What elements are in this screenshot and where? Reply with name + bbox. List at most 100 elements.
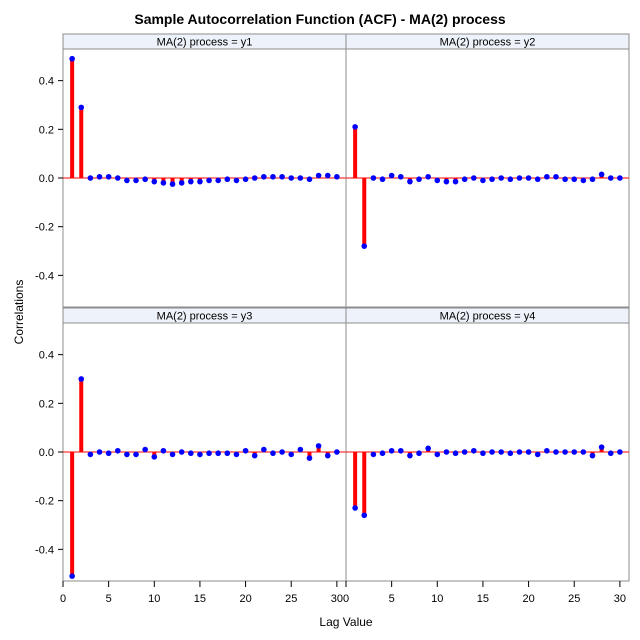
y-tick-label: -0.2 [35,496,54,508]
acf-marker [270,173,276,180]
acf-marker [452,450,459,457]
acf-marker [425,445,431,452]
acf-marker [397,447,404,454]
acf-marker [607,450,614,457]
acf-marker [388,447,395,454]
panel-strip-label: MA(2) process = y2 [440,37,536,49]
acf-marker [142,446,148,453]
acf-marker [178,449,185,455]
y-tick-label: 0.4 [39,76,54,88]
acf-marker [471,447,477,454]
y-tick-label: 0.0 [39,173,54,185]
acf-marker [87,175,94,181]
acf-marker [334,173,340,180]
panel-strip-label: MA(2) process = y4 [440,311,536,323]
acf-marker [498,449,504,455]
y-tick-label: 0.2 [39,124,54,136]
acf-marker [607,175,614,181]
acf-marker [434,451,441,458]
acf-marker [562,449,568,455]
acf-marker [489,176,495,183]
acf-marker [306,455,313,461]
acf-marker [188,450,194,457]
acf-marker [270,450,276,457]
acf-marker [379,450,386,457]
panels-group: MA(2) process = y1 MA(2) process = y2 MA(2… [62,33,630,582]
acf-marker [224,176,231,183]
acf-marker [233,177,240,184]
panel-3: MA(2) process = y3 [62,307,347,582]
acf-marker [133,177,139,184]
acf-marker [151,454,158,460]
acf-marker [96,449,103,455]
acf-marker [352,124,358,130]
acf-marker [197,451,203,458]
acf-marker [315,443,322,449]
acf-marker [544,447,550,454]
acf-marker [498,175,504,181]
acf-marker [69,55,75,62]
acf-marker [105,173,112,180]
acf-marker [534,451,541,458]
acf-marker [215,177,221,184]
acf-marker [288,175,295,181]
acf-marker [324,172,331,179]
acf-marker [261,173,267,180]
acf-marker [215,450,221,457]
acf-marker [443,449,450,455]
x-tick-label: 15 [194,593,206,605]
acf-marker [589,452,596,459]
acf-marker [78,376,85,382]
acf-marker [124,177,130,184]
panel-2: MA(2) process = y2 [345,33,630,308]
acf-marker [617,175,623,181]
acf-marker [306,176,313,183]
acf-marker [178,180,185,186]
acf-marker [169,181,176,187]
acf-marker [160,180,167,186]
acf-marker [525,449,532,455]
acf-marker [370,175,377,181]
acf-marker [96,173,103,180]
acf-marker [188,178,194,185]
acf-marker [471,175,477,181]
x-tick-label: 30 [331,593,343,605]
acf-marker [352,505,358,511]
acf-marker [388,172,395,179]
acf-marker [279,173,285,180]
acf-marker [160,447,167,454]
y-tick-label: 0.2 [39,398,54,410]
acf-marker [361,243,368,249]
y-tick-label: -0.4 [35,544,54,556]
x-tick-label: 0 [343,593,349,605]
acf-marker [407,178,413,185]
acf-marker [598,444,605,450]
acf-marker [133,451,139,458]
acf-marker [571,176,578,183]
x-tick-label: 10 [148,593,160,605]
x-tick-label: 5 [389,593,395,605]
acf-marker [589,176,596,183]
acf-marker [279,449,285,455]
y-tick-label: -0.4 [35,270,54,282]
acf-marker [370,451,377,458]
acf-marker [571,449,578,455]
chart-title: Sample Autocorrelation Function (ACF) - … [134,11,505,27]
acf-marker [324,452,331,459]
x-tick-label: 25 [285,593,297,605]
acf-marker [242,176,249,183]
acf-marker [461,449,468,455]
panel-strip-label: MA(2) process = y1 [157,37,253,49]
x-axis-label: Lag Value [319,615,372,629]
acf-marker [69,573,75,579]
acf-marker [407,452,413,459]
acf-marker [105,450,112,457]
acf-marker [434,177,441,184]
acf-marker [516,449,523,455]
acf-marker [297,446,304,453]
panel-4: MA(2) process = y4 [345,307,630,582]
acf-marker [580,449,587,455]
acf-marker [480,450,486,457]
acf-marker [78,104,85,111]
